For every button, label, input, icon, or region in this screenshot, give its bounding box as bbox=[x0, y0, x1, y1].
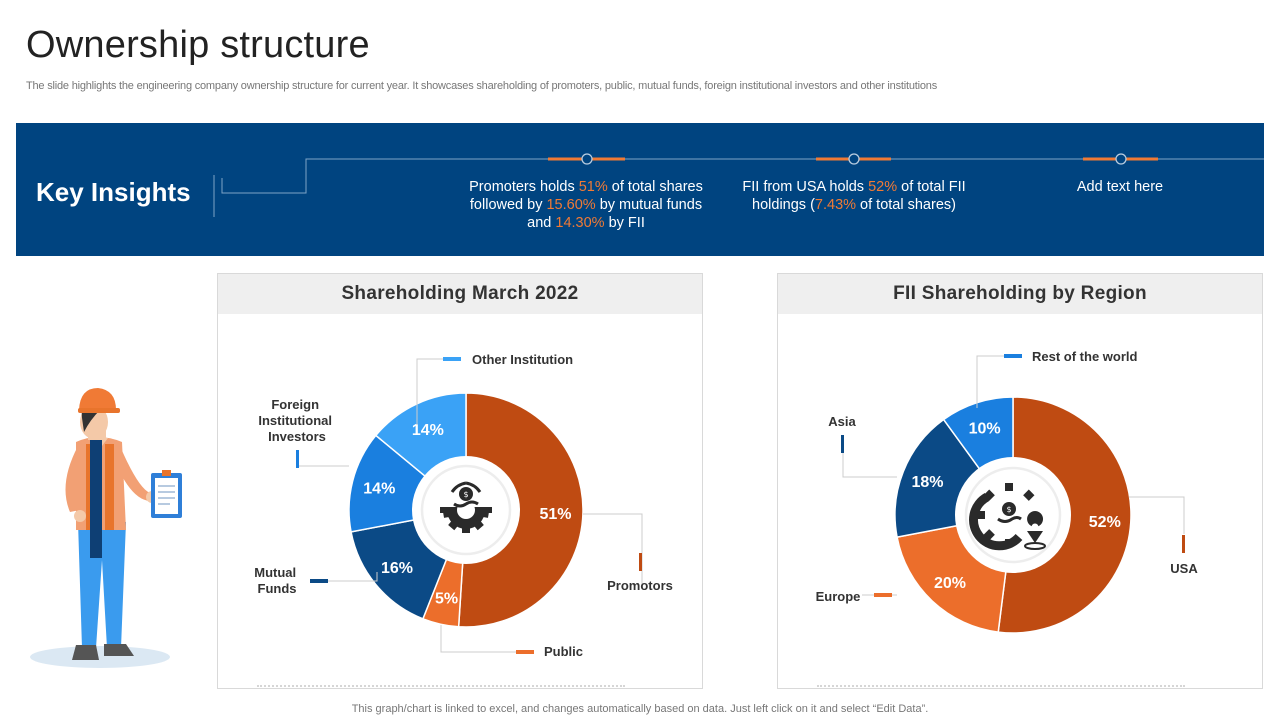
legend-label: Rest of the world bbox=[1032, 349, 1138, 364]
insight-fragment: of total shares) bbox=[856, 197, 956, 213]
data-label-other-institution: 14% bbox=[412, 422, 444, 439]
public-marker bbox=[516, 650, 534, 654]
data-label-usa: 52% bbox=[1089, 514, 1121, 531]
insight-fragment: Add text here bbox=[1076, 179, 1164, 195]
legend-label: Other Institution bbox=[472, 352, 573, 367]
page-title: Ownership structure bbox=[26, 24, 370, 66]
insight-highlight: 52% bbox=[868, 179, 898, 195]
legend-label: Mutual Funds bbox=[254, 565, 300, 596]
svg-text:$: $ bbox=[463, 490, 468, 499]
legend-label-line: Investors bbox=[268, 429, 326, 444]
mutual-funds-marker bbox=[310, 579, 328, 583]
insight-fragment: of total FII holdings ( bbox=[752, 179, 966, 213]
construction-worker-illustration bbox=[30, 388, 182, 668]
data-label-europe: 20% bbox=[934, 575, 966, 592]
timeline-node bbox=[1115, 153, 1127, 165]
insight-text: Add text here bbox=[995, 178, 1245, 196]
panel-footer-dots bbox=[257, 685, 625, 687]
legend-label-line: Institutional bbox=[258, 413, 332, 428]
insight-fragment: FII from USA holds bbox=[742, 179, 869, 195]
timeline-node bbox=[848, 153, 860, 165]
shareholding-chart-title: Shareholding March 2022 bbox=[218, 274, 702, 314]
key-insights-label: Key Insights bbox=[36, 177, 191, 207]
insight-fragment: Promoters holds bbox=[469, 179, 579, 195]
data-label-rest-of-the-world: 10% bbox=[969, 421, 1001, 438]
data-label-foreign-institutional-investors: 14% bbox=[363, 481, 395, 498]
promotors-marker bbox=[639, 553, 642, 571]
insight-fragment: by mutual funds and bbox=[527, 197, 703, 231]
insight-highlight: 51% bbox=[578, 179, 608, 195]
rest-of-world-marker bbox=[1004, 354, 1022, 358]
donut-slice-promotors[interactable] bbox=[457, 392, 584, 628]
insight-fragment: by FII bbox=[604, 215, 645, 231]
page-subtitle: The slide highlights the engineering com… bbox=[26, 80, 937, 92]
legend-label-line: Mutual bbox=[254, 565, 296, 580]
fii-region-donut-chart[interactable]: 52% 20% 18% 10% $ Rest of the world Asia Eu… bbox=[777, 273, 1261, 687]
shareholding-donut-chart[interactable]: 51% 5% 16% 14% 14% $ Other Institution Forei… bbox=[217, 273, 701, 687]
asia-marker bbox=[841, 435, 844, 453]
europe-marker bbox=[874, 593, 892, 597]
fii-region-chart-title: FII Shareholding by Region bbox=[778, 274, 1262, 314]
data-label-public: 5% bbox=[435, 590, 458, 607]
legend-label-line: Foreign bbox=[271, 397, 319, 412]
insight-highlight: 7.43% bbox=[814, 197, 857, 213]
legend-label: USA bbox=[1170, 561, 1198, 576]
usa-marker bbox=[1182, 535, 1185, 553]
fii-marker bbox=[296, 450, 299, 468]
data-label-promotors: 51% bbox=[539, 506, 571, 523]
insight-highlight: 15.60% bbox=[546, 197, 596, 213]
key-insights-banner bbox=[16, 123, 1264, 256]
insight-highlight: 14.30% bbox=[555, 215, 605, 231]
insight-text: Promoters holds 51% of total shares foll… bbox=[461, 178, 711, 232]
legend-label: Foreign Institutional Investors bbox=[258, 397, 335, 444]
data-label-mutual-funds: 16% bbox=[381, 560, 413, 577]
legend-label: Asia bbox=[828, 414, 856, 429]
timeline-node bbox=[581, 153, 593, 165]
data-label-asia: 18% bbox=[911, 474, 943, 491]
insights-timeline bbox=[213, 153, 1264, 217]
footnote: This graph/chart is linked to excel, and… bbox=[351, 703, 929, 715]
legend-label: Public bbox=[544, 644, 583, 659]
panel-footer-dots bbox=[817, 685, 1185, 687]
money-gear-icon: $ bbox=[440, 481, 492, 533]
donut-inner-ring bbox=[964, 466, 1062, 564]
other-institution-marker bbox=[443, 357, 461, 361]
legend-label: Europe bbox=[816, 589, 861, 604]
legend-label: Promotors bbox=[607, 578, 673, 593]
legend-label-line: Funds bbox=[258, 581, 297, 596]
insight-text: FII from USA holds 52% of total FII hold… bbox=[729, 178, 979, 214]
svg-text:$: $ bbox=[1006, 505, 1011, 514]
insight-fragment: of total shares followed by bbox=[469, 179, 703, 213]
donut-inner-ring bbox=[420, 464, 512, 556]
